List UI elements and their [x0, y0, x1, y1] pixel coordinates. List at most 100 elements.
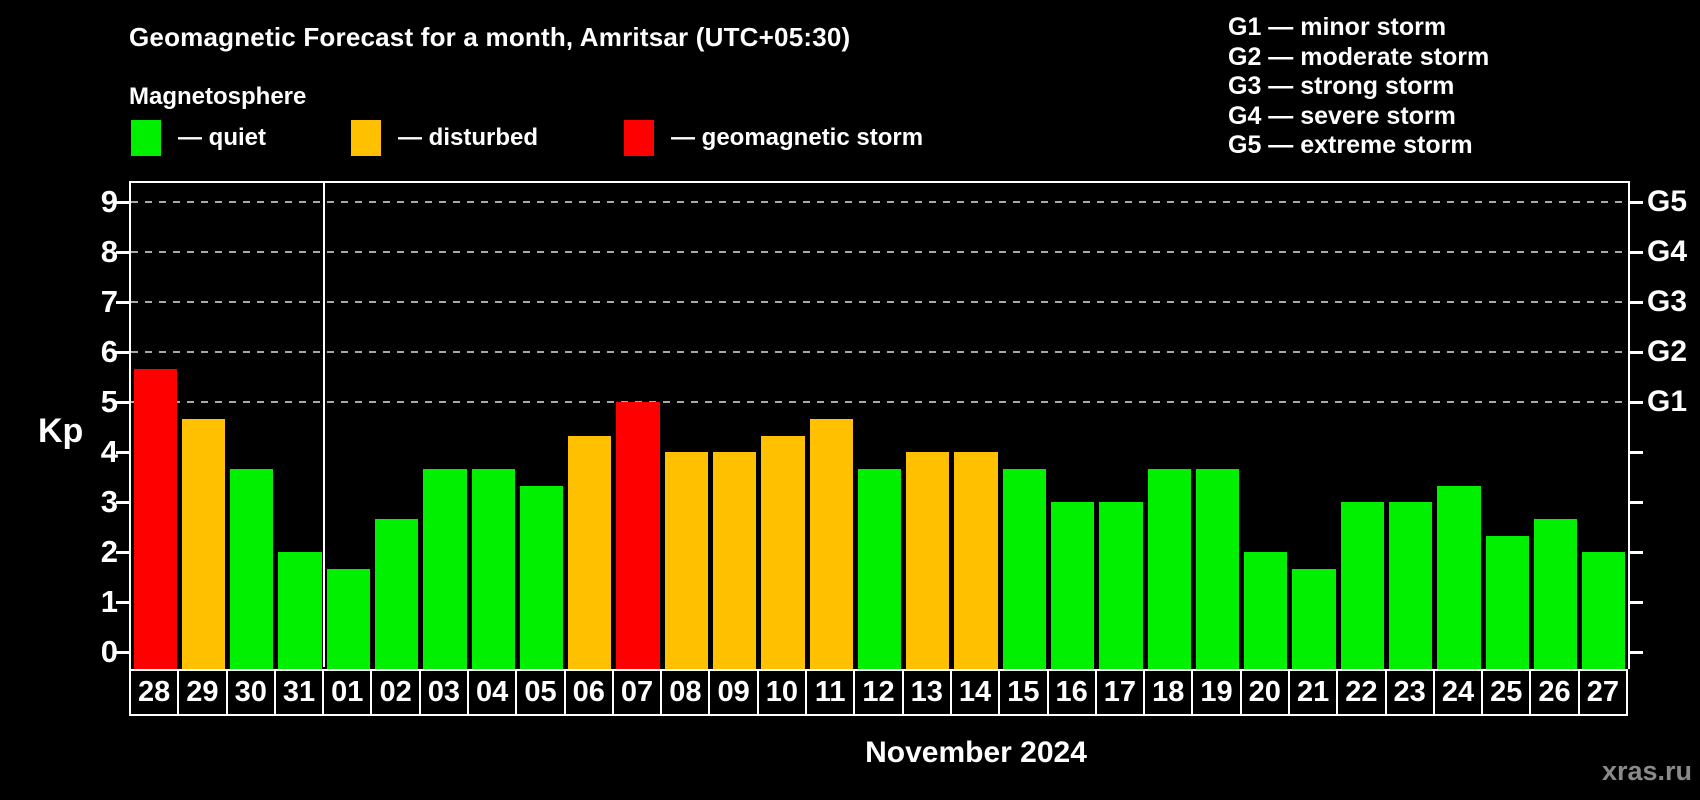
day-label-15: 15 [998, 669, 1049, 716]
y-axis-label-3: 3 [100, 484, 118, 519]
kp-bar-day-09 [712, 452, 757, 669]
left-tick-4 [116, 451, 129, 454]
gridline-kp-9 [131, 201, 1628, 203]
day-label-13: 13 [901, 669, 952, 716]
kp-bar-day-12 [857, 468, 902, 669]
right-tick-6 [1630, 351, 1643, 354]
legend-item-storm: — geomagnetic storm [624, 120, 923, 156]
kp-bar-day-21 [1292, 568, 1336, 669]
day-label-18: 18 [1143, 669, 1194, 716]
plot-area [129, 181, 1630, 669]
left-tick-8 [116, 251, 129, 254]
y-axis-label-2: 2 [100, 534, 118, 569]
legend-label-quiet: — quiet [178, 124, 266, 151]
day-label-17: 17 [1094, 669, 1146, 716]
day-label-08: 08 [660, 669, 711, 716]
storm-scale-g3: G3 — strong storm [1228, 72, 1455, 101]
storm-scale-g1: G1 — minor storm [1228, 13, 1447, 41]
day-label-05: 05 [515, 669, 566, 716]
day-label-30: 30 [225, 669, 276, 716]
kp-bar-day-03 [423, 468, 467, 669]
kp-bar-day-11 [809, 418, 853, 669]
kp-bar-day-27 [1582, 552, 1626, 669]
day-label-07: 07 [611, 669, 663, 716]
left-tick-3 [116, 501, 129, 504]
y-axis-label-7: 7 [100, 284, 118, 319]
day-label-27: 27 [1577, 669, 1628, 716]
right-tick-4 [1630, 451, 1643, 454]
day-label-28: 28 [129, 669, 180, 716]
kp-bar-day-25 [1485, 535, 1529, 669]
day-label-02: 02 [370, 669, 421, 716]
kp-bar-day-05 [519, 485, 564, 669]
kp-bar-day-24 [1437, 485, 1481, 669]
left-tick-2 [116, 551, 129, 554]
month-boundary-line [323, 183, 326, 667]
right-tick-8 [1630, 251, 1643, 254]
day-label-04: 04 [467, 669, 518, 716]
day-label-06: 06 [563, 669, 614, 716]
storm-scale-g4: G4 — severe storm [1228, 101, 1456, 130]
y-axis-label-5: 5 [100, 384, 118, 419]
day-label-01: 01 [322, 669, 373, 716]
gridline-kp-6 [131, 351, 1628, 353]
right-tick-3 [1630, 501, 1643, 504]
day-label-19: 19 [1191, 669, 1242, 716]
day-label-29: 29 [177, 669, 228, 716]
right-tick-9 [1630, 201, 1643, 204]
y-axis-label-8: 8 [100, 234, 118, 269]
kp-bar-day-04 [471, 468, 515, 669]
day-label-26: 26 [1529, 669, 1580, 716]
right-tick-2 [1630, 551, 1643, 554]
chart-title: Geomagnetic Forecast for a month, Amrits… [129, 22, 851, 52]
chart-subtitle: Magnetosphere [129, 83, 307, 110]
legend-item-disturbed: — disturbed [351, 120, 538, 156]
left-tick-0 [116, 651, 129, 654]
kp-bar-day-23 [1389, 502, 1433, 669]
day-label-09: 09 [708, 669, 759, 716]
legend-item-quiet: — quiet [131, 120, 266, 156]
g-scale-label-g5: G5 [1647, 185, 1688, 218]
kp-bar-day-20 [1244, 552, 1288, 669]
storm-scale-g5: G5 — extreme storm [1228, 131, 1473, 160]
right-tick-0 [1630, 651, 1643, 654]
day-label-24: 24 [1432, 669, 1484, 716]
gridline-kp-7 [131, 301, 1628, 303]
day-label-31: 31 [273, 669, 325, 716]
kp-bar-day-14 [954, 452, 998, 669]
kp-bar-day-17 [1099, 502, 1143, 669]
kp-bar-day-28 [133, 368, 177, 669]
y-axis-title: Kp [38, 412, 84, 450]
day-label-20: 20 [1239, 669, 1290, 716]
x-axis-title: November 2024 [865, 736, 1087, 769]
g-scale-label-g4: G4 [1647, 235, 1688, 268]
storm-color-swatch [624, 120, 654, 156]
legend-label-storm: — geomagnetic storm [671, 124, 924, 151]
g-scale-label-g1: G1 [1647, 385, 1688, 418]
kp-bar-day-18 [1147, 468, 1191, 669]
kp-bar-day-30 [230, 468, 274, 669]
left-tick-1 [116, 601, 129, 604]
y-axis-label-6: 6 [100, 334, 118, 369]
kp-bar-day-01 [326, 568, 370, 669]
left-tick-6 [116, 351, 129, 354]
y-axis-label-9: 9 [100, 184, 118, 219]
left-tick-5 [116, 401, 129, 404]
kp-bar-day-19 [1195, 468, 1240, 669]
kp-bar-day-08 [664, 452, 708, 669]
watermark-link[interactable]: xras.ru [1601, 756, 1692, 786]
y-axis-label-4: 4 [100, 434, 118, 469]
kp-bar-day-15 [1002, 468, 1046, 669]
left-tick-7 [116, 301, 129, 304]
y-axis-label-0: 0 [100, 634, 118, 669]
day-label-12: 12 [853, 669, 904, 716]
day-label-03: 03 [418, 669, 470, 716]
y-axis-label-1: 1 [100, 584, 118, 619]
kp-bar-day-10 [761, 435, 805, 669]
legend-label-disturbed: — disturbed [398, 124, 539, 151]
gridline-kp-8 [131, 251, 1628, 253]
day-label-25: 25 [1481, 669, 1532, 716]
g-scale-label-g3: G3 [1647, 285, 1688, 318]
day-label-21: 21 [1287, 669, 1339, 716]
storm-scale-legend: G1 — minor storm G2 — moderate storm G3 … [1228, 13, 1489, 161]
